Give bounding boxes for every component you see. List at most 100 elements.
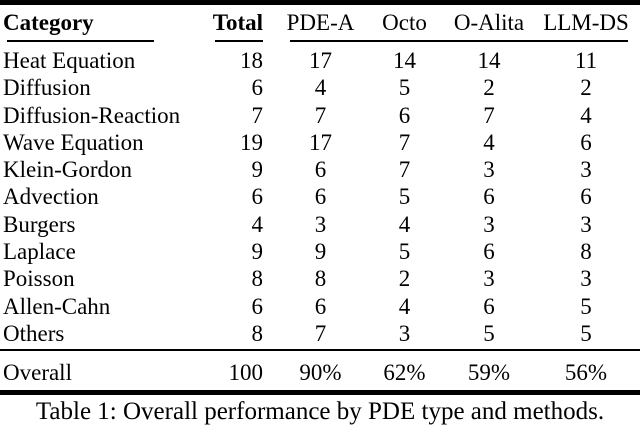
row-label: Heat Equation [3,48,136,73]
value-cell: 3 [580,211,592,237]
overall-value-cell: 56% [564,360,608,385]
total-cell: 8 [251,266,264,292]
value-cell: 5 [398,239,411,265]
value-cell: 5 [398,184,411,210]
value-cell: 17 [309,48,332,73]
total-cell: 19 [240,129,263,155]
table-row: Advection 6 6 5 6 6 [0,183,640,210]
overall-value-cell: 90% [299,360,342,385]
value-cell: 6 [314,293,327,319]
value-cell: 3 [398,320,411,346]
column-header-method: LLM-DS [543,10,629,35]
total-cell: 6 [251,184,264,210]
value-cell: 17 [309,129,332,155]
table-bottom-rule [0,390,640,395]
value-cell: 7 [398,129,411,155]
table-row: Klein-Gordon 9 6 7 3 3 [0,156,640,183]
overall-label: Overall [3,360,72,385]
value-cell: 4 [483,129,495,155]
total-cell: 8 [251,320,264,346]
value-cell: 3 [483,266,495,292]
column-header-total: Total [212,10,263,35]
value-cell: 7 [483,102,495,128]
value-cell: 4 [314,75,327,101]
table-header-row: Category Total PDE-A Octo O-Alita LLM-DS [0,5,640,41]
row-label: Klein-Gordon [3,157,133,183]
total-cell: 18 [240,48,263,73]
table-row: Others 8 7 3 5 5 [0,320,640,347]
value-cell: 6 [483,184,495,210]
value-cell: 6 [314,184,327,210]
value-cell: 3 [483,157,495,183]
row-label: Advection [3,184,99,210]
value-cell: 4 [398,293,411,319]
table-row: Laplace 9 9 5 6 8 [0,238,640,265]
overall-row: Overall 100 90% 62% 59% 56% [0,357,640,389]
value-cell: 5 [483,320,495,346]
table-mid-rule [0,349,640,351]
table-row: Wave Equation 19 17 7 4 6 [0,129,640,156]
value-cell: 2 [483,75,495,101]
table-row: Heat Equation 18 17 14 14 11 [0,47,640,74]
value-cell: 6 [314,157,327,183]
value-cell: 6 [580,184,592,210]
value-cell: 6 [483,239,495,265]
table-row: Diffusion 6 4 5 2 2 [0,74,640,101]
value-cell: 3 [314,211,327,237]
row-label: Wave Equation [3,129,144,155]
row-label: Others [3,320,65,346]
value-cell: 5 [398,75,411,101]
table-row: Allen-Cahn 6 6 4 6 5 [0,293,640,320]
table-body: Heat Equation 18 17 14 14 11 Diffusion 6… [0,47,640,347]
row-label: Allen-Cahn [3,293,111,319]
overall-value-cell: 62% [383,360,426,385]
row-label: Diffusion-Reaction [3,102,181,128]
value-cell: 8 [314,266,327,292]
value-cell: 5 [580,293,592,319]
total-cell: 6 [251,293,264,319]
total-cell: 6 [251,75,264,101]
value-cell: 5 [580,320,592,346]
value-cell: 11 [574,48,598,73]
header-underline-category [7,40,154,42]
total-cell: 9 [251,239,264,265]
value-cell: 7 [314,320,327,346]
column-header-method: O-Alita [453,10,525,35]
row-label: Poisson [3,266,75,292]
value-cell: 2 [398,266,411,292]
overall-value-cell: 59% [467,360,511,385]
value-cell: 2 [580,75,592,101]
row-label: Laplace [3,239,76,265]
value-cell: 3 [580,266,592,292]
value-cell: 4 [398,211,411,237]
total-cell: 4 [251,211,264,237]
overall-total-cell: 100 [228,360,264,385]
row-label: Burgers [3,211,76,237]
header-underline-total [215,40,263,42]
table-row: Poisson 8 8 2 3 3 [0,265,640,292]
value-cell: 14 [393,48,416,73]
value-cell: 3 [483,211,495,237]
column-header-category: Category [3,10,94,35]
value-cell: 6 [398,102,411,128]
table-top-rule [0,0,640,5]
column-header-method: Octo [382,10,427,35]
value-cell: 7 [398,157,411,183]
header-underline-methods [290,40,628,42]
value-cell: 3 [580,157,592,183]
row-label: Diffusion [3,75,91,101]
value-cell: 8 [580,239,592,265]
table-caption: Table 1: Overall performance by PDE type… [35,398,605,425]
total-cell: 7 [251,102,264,128]
table-row: Burgers 4 3 4 3 3 [0,211,640,238]
value-cell: 9 [314,239,327,265]
value-cell: 7 [314,102,327,128]
value-cell: 4 [580,102,592,128]
column-header-method: PDE-A [286,10,355,35]
total-cell: 9 [251,157,264,183]
value-cell: 14 [477,48,501,73]
table-row: Diffusion-Reaction 7 7 6 7 4 [0,102,640,129]
value-cell: 6 [580,129,592,155]
value-cell: 6 [483,293,495,319]
